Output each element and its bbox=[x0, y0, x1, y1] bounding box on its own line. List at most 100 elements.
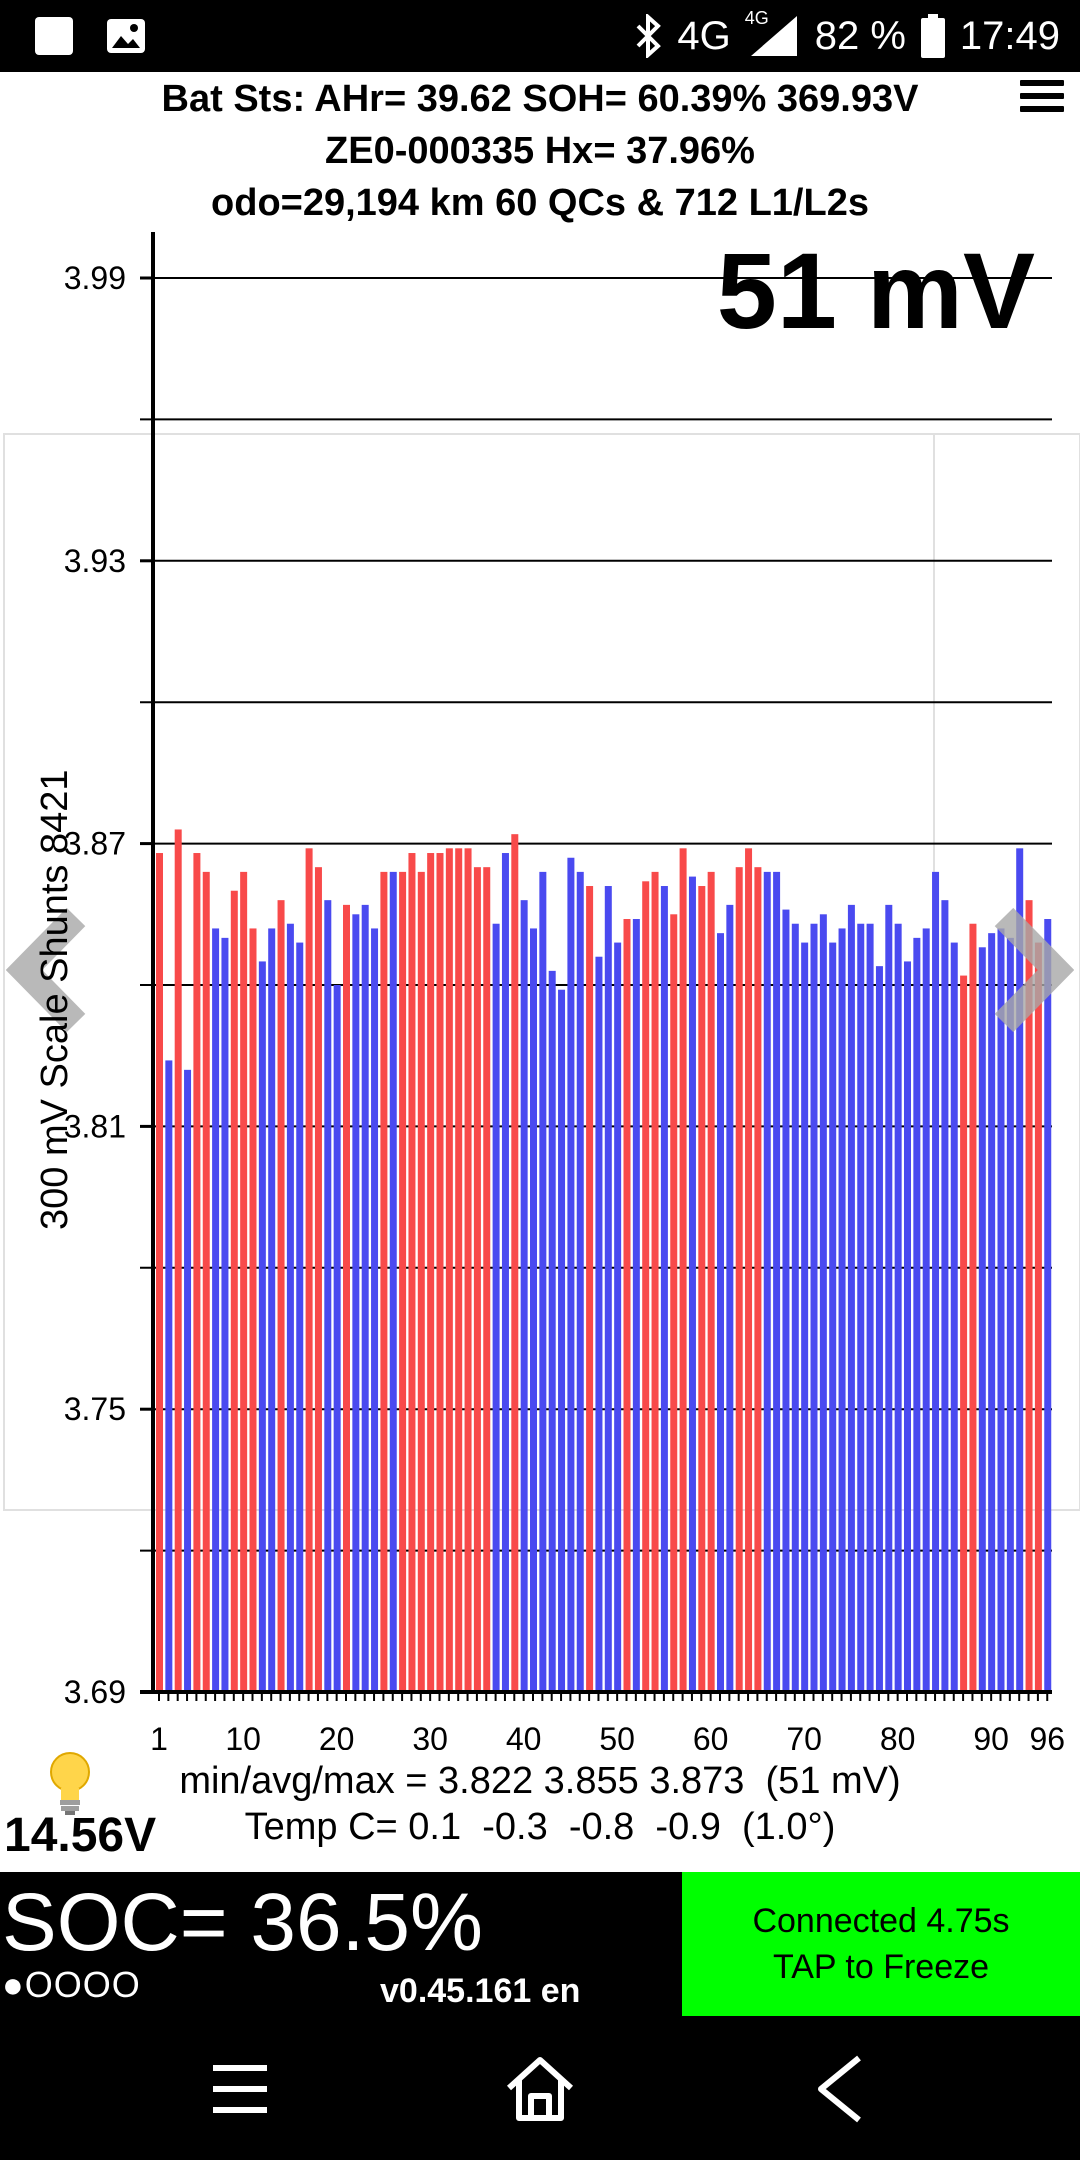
chevron-left-icon[interactable] bbox=[6, 905, 86, 1035]
x-tick-label: 40 bbox=[506, 1721, 542, 1750]
x-tick-label: 80 bbox=[880, 1721, 916, 1750]
bar bbox=[857, 923, 865, 1692]
bar bbox=[286, 923, 294, 1692]
bar bbox=[904, 961, 911, 1692]
x-tick-label: 50 bbox=[599, 1721, 635, 1750]
bar bbox=[268, 928, 276, 1692]
bar bbox=[408, 853, 416, 1692]
cell-voltage-chart: 3.99 3.93 3.87 3.81 3.75 3.69 1 10 20 30 40 50 60 70… bbox=[3, 232, 1080, 1750]
bar bbox=[165, 1060, 173, 1692]
bar bbox=[539, 871, 547, 1692]
bar bbox=[978, 947, 986, 1692]
min-avg-max-line: min/avg/max = 3.822 3.855 3.873 (51 mV) bbox=[179, 1760, 901, 1802]
bar bbox=[922, 928, 930, 1692]
bar bbox=[707, 871, 715, 1692]
x-tick-label: 96 bbox=[1029, 1721, 1065, 1750]
odometer-line: odo=29,194 km 60 QCs & 712 L1/L2s bbox=[211, 182, 869, 224]
bar bbox=[184, 1069, 192, 1692]
bar bbox=[436, 853, 444, 1692]
bar bbox=[333, 985, 341, 1692]
y-tick-label: 3.99 bbox=[64, 260, 126, 296]
bar bbox=[717, 933, 724, 1692]
temperature-line: Temp C= 0.1 -0.3 -0.8 -0.9 (1.0°) bbox=[244, 1806, 836, 1848]
bar bbox=[230, 890, 238, 1692]
lightbulb-icon[interactable] bbox=[40, 1748, 100, 1818]
signal-icon bbox=[750, 16, 797, 56]
connection-freeze-button[interactable]: Connected 4.75s TAP to Freeze bbox=[682, 1872, 1080, 2016]
battery-percent: 82 % bbox=[814, 13, 906, 58]
bar bbox=[875, 966, 883, 1692]
notification-square-icon bbox=[35, 17, 73, 55]
bar bbox=[473, 867, 481, 1692]
bar bbox=[567, 857, 575, 1692]
recent-apps-icon[interactable] bbox=[195, 2044, 285, 2134]
bar bbox=[548, 970, 556, 1692]
x-tick-label: 90 bbox=[973, 1721, 1009, 1750]
soc-readout: SOC= 36.5% bbox=[2, 1877, 483, 1968]
bar bbox=[324, 900, 332, 1692]
bar bbox=[726, 904, 734, 1692]
bar bbox=[773, 871, 781, 1692]
bar bbox=[352, 914, 360, 1692]
bar bbox=[558, 989, 566, 1692]
bar bbox=[371, 928, 379, 1692]
status-bar: 4G 4G 82 % 17:49 bbox=[0, 0, 1080, 72]
bar bbox=[296, 942, 304, 1692]
x-tick-label: 70 bbox=[786, 1721, 822, 1750]
bar bbox=[1025, 900, 1033, 1692]
bar bbox=[361, 904, 369, 1692]
bar bbox=[483, 867, 491, 1692]
bar bbox=[399, 871, 407, 1692]
bluetooth-icon bbox=[636, 14, 662, 58]
bar bbox=[455, 848, 463, 1692]
image-icon bbox=[107, 19, 145, 53]
bar bbox=[212, 928, 220, 1692]
x-tick-label: 10 bbox=[225, 1721, 261, 1750]
bar bbox=[1044, 919, 1052, 1692]
menu-icon[interactable] bbox=[1020, 80, 1064, 116]
bar bbox=[838, 928, 846, 1692]
bar bbox=[791, 923, 799, 1692]
bar bbox=[520, 900, 528, 1692]
bar bbox=[221, 937, 229, 1692]
bar bbox=[417, 871, 425, 1692]
y-tick-label: 3.69 bbox=[64, 1674, 126, 1710]
bar bbox=[445, 848, 453, 1692]
bar bbox=[305, 848, 313, 1692]
bar bbox=[501, 853, 509, 1692]
bar bbox=[530, 928, 537, 1692]
bar bbox=[932, 871, 940, 1692]
bar bbox=[894, 923, 902, 1692]
aux-battery-voltage: 14.56V bbox=[4, 1809, 157, 1862]
bar bbox=[819, 914, 827, 1692]
bar bbox=[988, 933, 996, 1692]
bar bbox=[343, 904, 350, 1692]
bar bbox=[950, 942, 958, 1692]
freeze-hint: TAP to Freeze bbox=[772, 1948, 990, 1986]
bar bbox=[866, 923, 874, 1692]
y-tick-label: 3.75 bbox=[64, 1391, 126, 1427]
bar bbox=[847, 904, 855, 1692]
bar bbox=[314, 867, 322, 1692]
bar bbox=[651, 871, 659, 1692]
home-icon[interactable] bbox=[495, 2044, 585, 2134]
bar bbox=[688, 876, 696, 1692]
bar bbox=[1006, 937, 1014, 1692]
bar bbox=[735, 867, 743, 1692]
bar bbox=[997, 928, 1005, 1692]
bar bbox=[193, 853, 201, 1692]
battery-status-line: Bat Sts: AHr= 39.62 SOH= 60.39% 369.93V bbox=[161, 78, 919, 120]
back-icon[interactable] bbox=[795, 2044, 885, 2134]
y-tick-label: 3.81 bbox=[64, 1108, 126, 1144]
connection-status: Connected 4.75s bbox=[752, 1902, 1010, 1940]
bar bbox=[1034, 942, 1042, 1692]
bar bbox=[249, 928, 257, 1692]
bar bbox=[623, 919, 631, 1692]
x-tick-label: 30 bbox=[412, 1721, 448, 1750]
bar bbox=[754, 867, 762, 1692]
bar bbox=[464, 848, 472, 1692]
bar bbox=[642, 881, 650, 1692]
bar bbox=[969, 923, 977, 1692]
bar bbox=[801, 942, 809, 1692]
chevron-right-icon[interactable] bbox=[994, 905, 1074, 1035]
